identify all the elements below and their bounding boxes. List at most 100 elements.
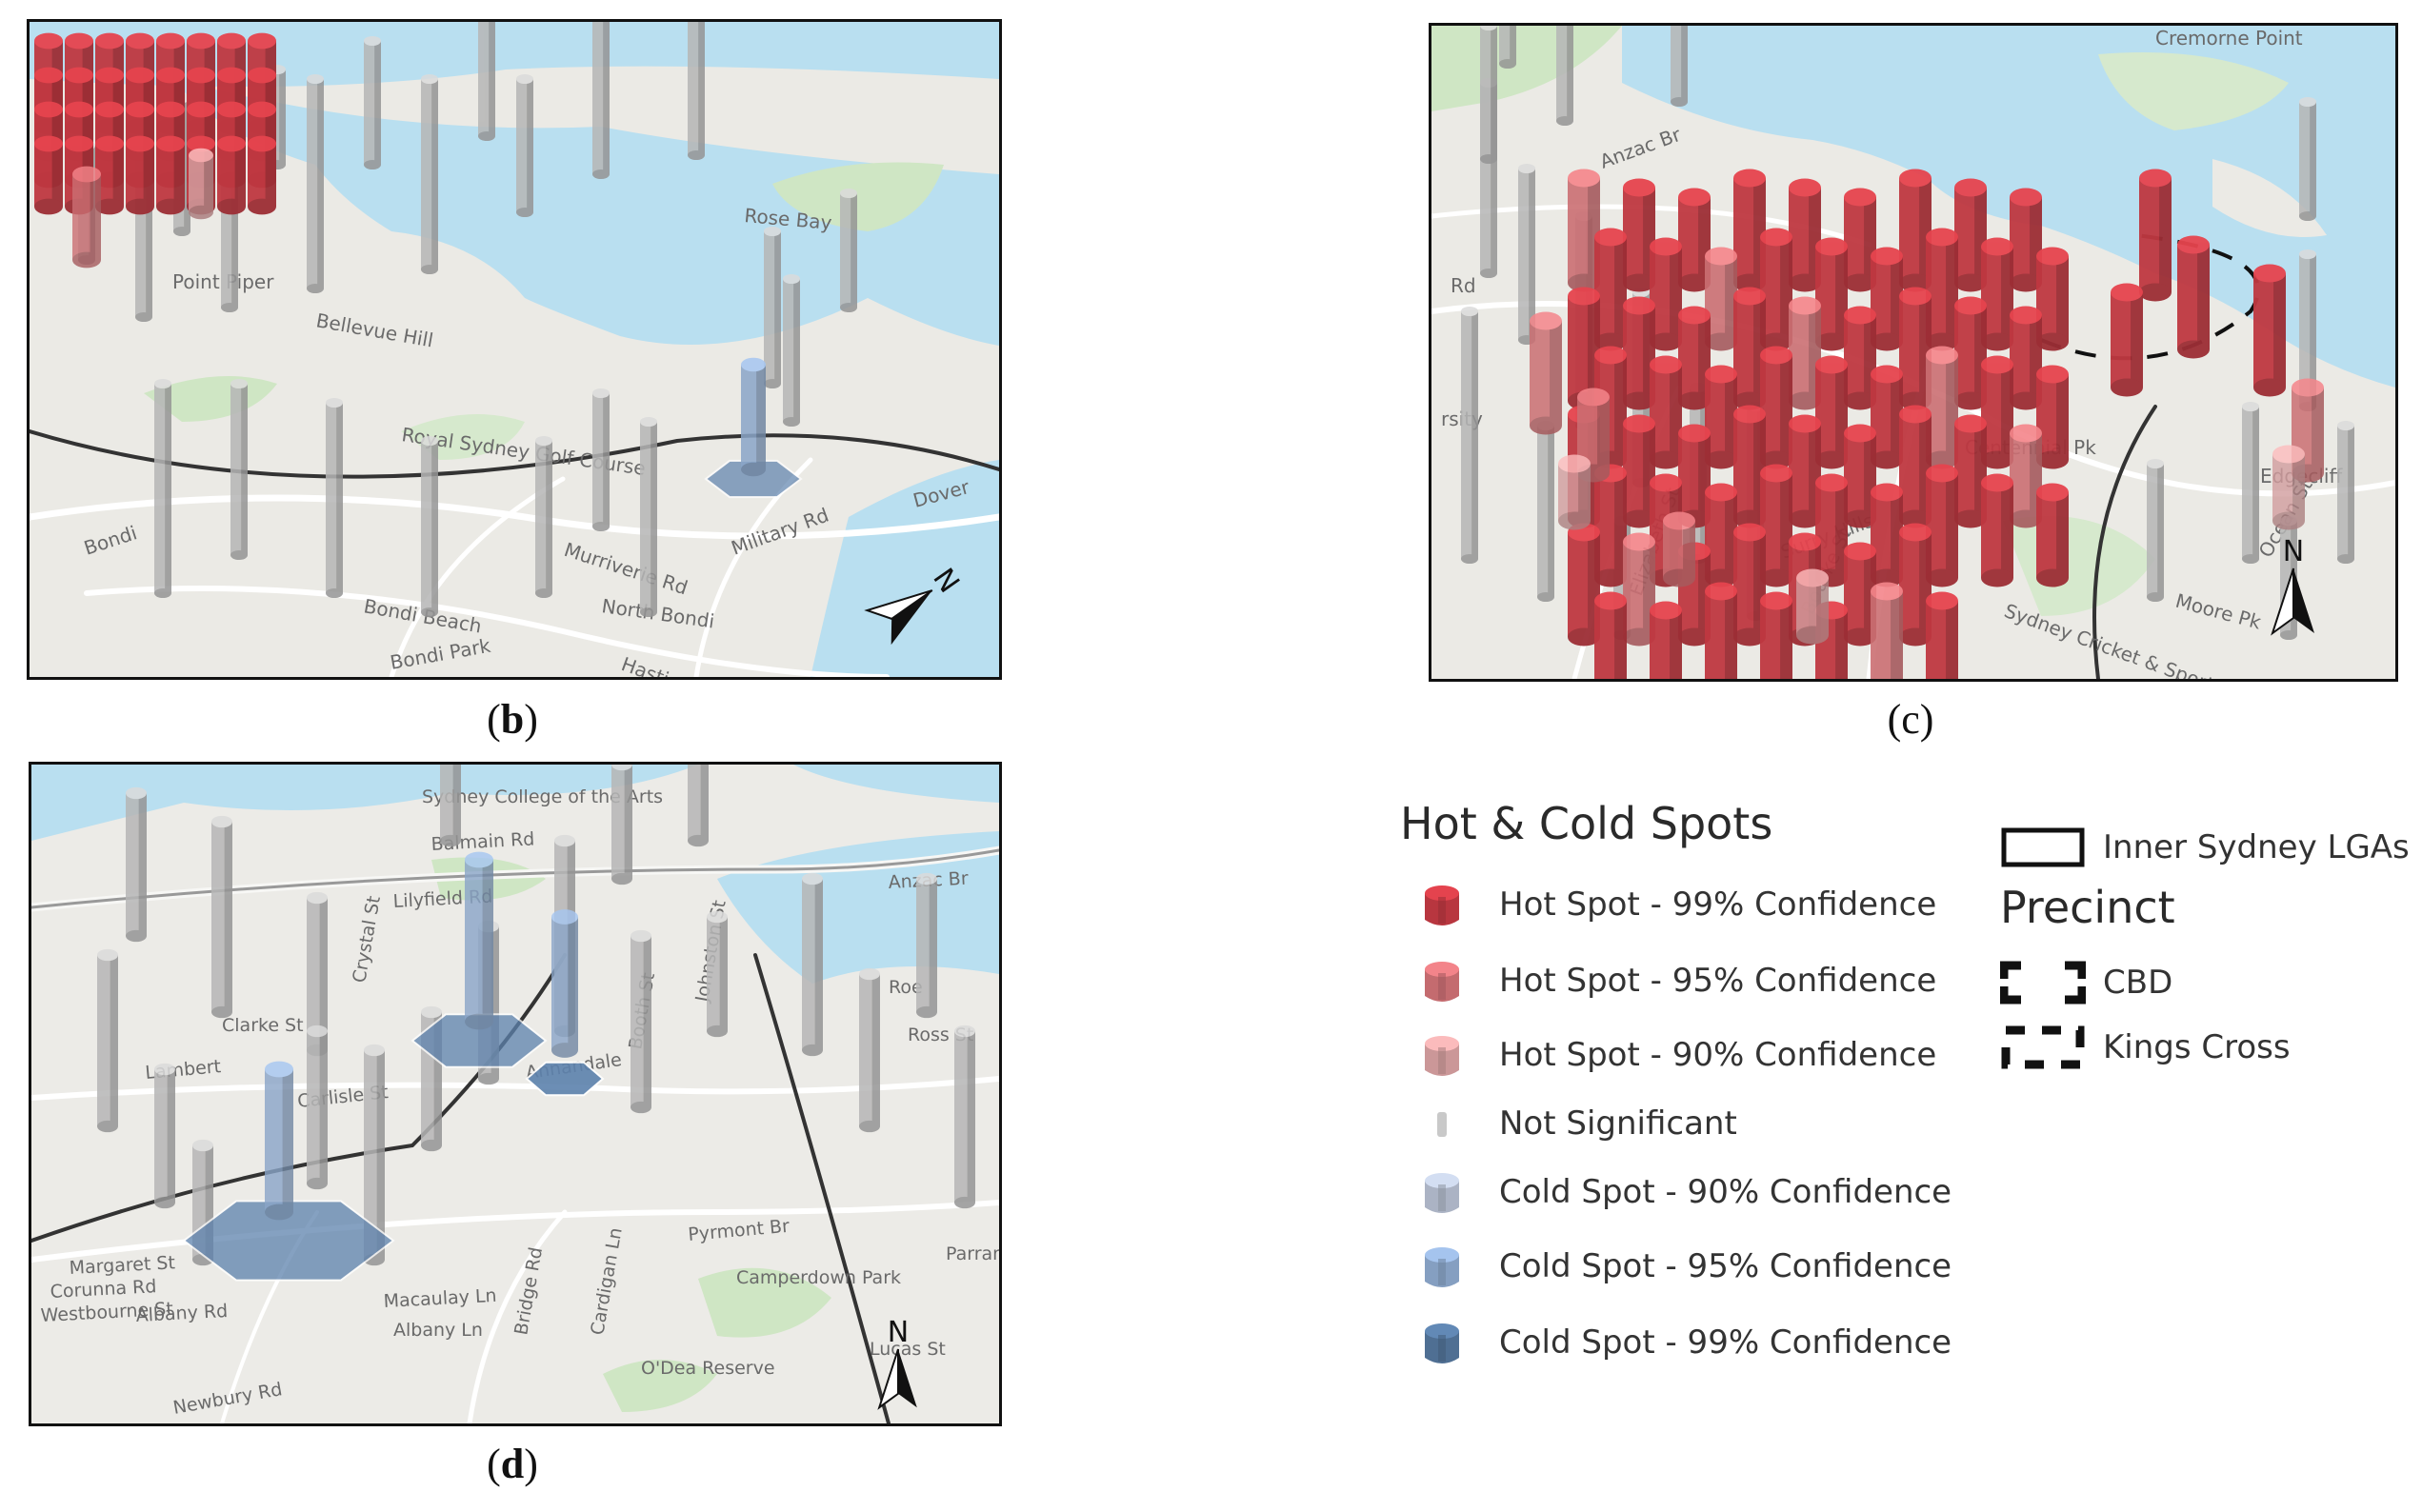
legend-label: CBD: [2103, 964, 2173, 1002]
hot-99-column: [2253, 264, 2286, 397]
grey-column: [1556, 26, 1573, 127]
hot-90-swatch-icon: [1425, 1036, 1459, 1076]
grey-column: [1518, 163, 1535, 346]
grey-column: [592, 388, 610, 532]
cold-95-column: [465, 851, 493, 1030]
grey-column: [364, 35, 381, 170]
hot-99-column: [248, 135, 276, 215]
grey-column: [154, 1063, 175, 1209]
hot-99-column: [2036, 247, 2069, 351]
grey-column: [230, 378, 248, 561]
map-panel-d: Lilyfield Rd Balmain Rd Sydney College of …: [29, 762, 1002, 1426]
map-label: Lucas St: [870, 1339, 946, 1360]
hot-99-column: [2177, 235, 2210, 359]
legend-label: Hot Spot - 90% Confidence: [1499, 1036, 1937, 1074]
hot-90-column: [189, 148, 213, 220]
map-label: Albany Rd: [135, 1301, 229, 1326]
map-label: Rd: [1451, 274, 1476, 297]
grey-column: [1671, 26, 1688, 108]
hot-99-column: [1926, 464, 1958, 587]
grey-column: [364, 1044, 385, 1266]
grey-column: [631, 929, 651, 1114]
hot-99-column: [1981, 473, 2013, 587]
legend-title: Hot & Cold Spots: [1400, 798, 1773, 849]
legend-item-hot-95: Hot Spot - 95% Confidence: [1413, 952, 1936, 1009]
grey-column: [707, 910, 728, 1038]
map-label: Parramatta: [946, 1243, 999, 1264]
grey-column: [535, 435, 552, 599]
grey-column: [326, 397, 343, 599]
grey-column: [2147, 458, 2164, 603]
grey-column: [611, 765, 632, 885]
grey-column: [916, 872, 937, 1019]
cold-95-column: [741, 357, 766, 477]
hot-99-column: [2139, 169, 2172, 302]
hot-99-column: [1760, 591, 1792, 679]
legend-label: Hot Spot - 95% Confidence: [1499, 962, 1937, 1000]
map-label: Camperdown Park: [736, 1267, 901, 1288]
hot-95-column: [1663, 511, 1695, 587]
legend-item-cold-99: Cold Spot - 99% Confidence: [1413, 1314, 1952, 1371]
hot-90-column: [2272, 445, 2305, 530]
cold-99-footprint: [704, 459, 803, 499]
hot-95-column: [1926, 346, 1958, 469]
hot-95-column: [1530, 311, 1562, 435]
map-label: Clarke St: [222, 1015, 304, 1036]
grey-column: [840, 188, 857, 313]
legend-item-cold-90: Cold Spot - 90% Confidence: [1413, 1164, 1952, 1221]
grey-column: [954, 1025, 975, 1209]
hot-99-column: [1899, 523, 1932, 647]
legend-item-cold-95: Cold Spot - 95% Confidence: [1413, 1238, 1952, 1295]
lga-boundary-icon: [2001, 827, 2085, 867]
cbd-precinct-icon: [2000, 961, 2086, 1005]
caption-c: (c): [1887, 696, 1934, 743]
hot-99-column: [217, 135, 246, 215]
legend-item-not-significant: Not Significant: [1413, 1095, 1737, 1152]
hot-99-column: [2036, 483, 2069, 587]
grey-column: [859, 967, 880, 1133]
grey-column: [2299, 96, 2316, 222]
grey-column: [592, 22, 610, 180]
legend-label: Cold Spot - 95% Confidence: [1499, 1247, 1952, 1285]
grey-column: [154, 378, 171, 599]
cold-99-footprint: [410, 1013, 548, 1068]
legend-label: Cold Spot - 90% Confidence: [1499, 1173, 1952, 1211]
hot-95-swatch-icon: [1425, 962, 1459, 1002]
hot-99-column: [1760, 228, 1792, 351]
caption-b: (b): [487, 696, 538, 743]
grey-column: [440, 765, 461, 847]
hot-99-column: [2010, 306, 2042, 410]
legend-item-kings-cross: Kings Cross: [2000, 1019, 2291, 1076]
grey-column: [211, 815, 232, 1019]
grey-column: [1537, 420, 1554, 603]
grey-column: [640, 416, 657, 618]
grey-column: [688, 22, 705, 161]
grey-column: [2337, 420, 2354, 565]
hot-99-column: [1871, 365, 1903, 469]
hot-90-column: [1558, 454, 1591, 530]
grey-column: [516, 73, 533, 218]
cold-99-footprint: [525, 1061, 605, 1097]
legend-label: Inner Sydney LGAs: [2103, 828, 2410, 866]
grey-column: [1480, 26, 1497, 165]
grey-column: [2242, 401, 2259, 565]
north-label: N: [2283, 535, 2304, 568]
hot-99-column: [1623, 296, 1655, 410]
legend-item-lga-boundary: Inner Sydney LGAs: [2000, 819, 2410, 876]
grey-column: [802, 872, 823, 1057]
hot-90-column: [1796, 568, 1829, 645]
hot-99-column: [34, 135, 63, 215]
legend-item-hot-90: Hot Spot - 90% Confidence: [1413, 1026, 1936, 1084]
legend-item-hot-99: Hot Spot - 99% Confidence: [1413, 876, 1936, 933]
cold-95-swatch-icon: [1425, 1247, 1459, 1287]
cold-95-column: [265, 1061, 293, 1221]
hot-99-column: [156, 135, 185, 215]
grey-column: [478, 22, 495, 142]
grey-column: [307, 73, 324, 294]
north-arrow-icon: N: [877, 1316, 917, 1410]
grey-column: [421, 73, 438, 275]
hot-99-column: [1926, 228, 1958, 351]
legend-label: Not Significant: [1499, 1104, 1737, 1143]
